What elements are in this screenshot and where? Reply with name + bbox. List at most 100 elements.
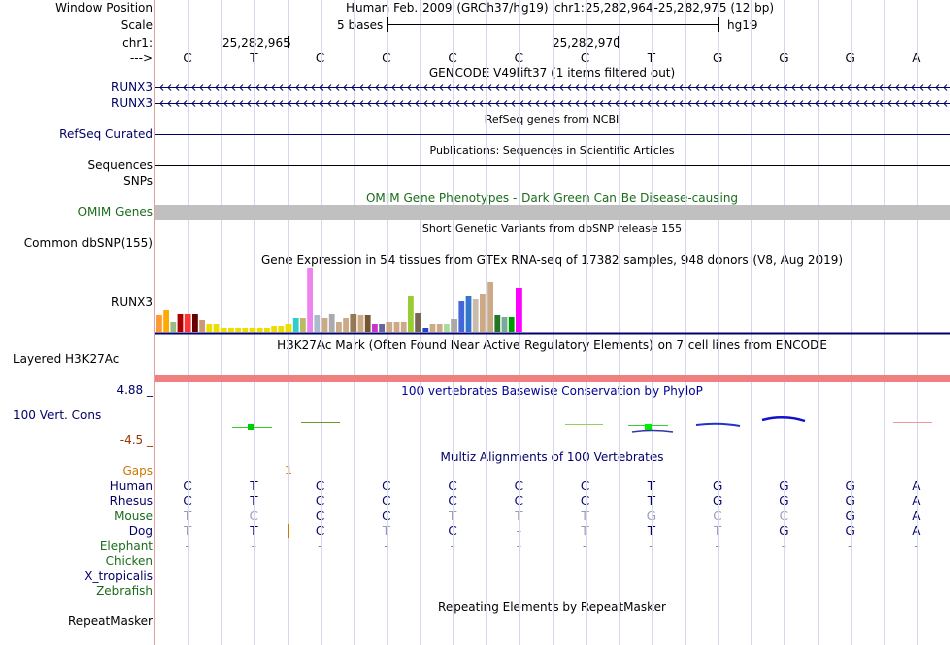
gtex-gene-label[interactable]: RUNX3 bbox=[111, 295, 153, 309]
strand-arrow bbox=[767, 100, 772, 107]
alignment-base: C bbox=[183, 479, 192, 493]
strand-arrow bbox=[871, 100, 876, 107]
alignment-base: C bbox=[448, 524, 457, 538]
alignment-base: T bbox=[515, 509, 523, 523]
strand-arrow bbox=[159, 100, 164, 107]
gaps-label: Gaps bbox=[122, 464, 153, 478]
gtex-tissue-bar bbox=[220, 328, 227, 332]
strand-arrow bbox=[183, 84, 188, 91]
strand-arrow bbox=[175, 100, 180, 107]
phylop-track-label[interactable]: 100 Vert. Cons bbox=[13, 408, 102, 422]
gtex-tissue-bar bbox=[494, 315, 501, 332]
strand-arrow bbox=[815, 100, 820, 107]
strand-arrow bbox=[879, 100, 884, 107]
alignment-base: T bbox=[250, 524, 258, 538]
strand-arrow bbox=[663, 84, 668, 91]
gtex-tissue-bar bbox=[393, 322, 400, 332]
multiz-track-title: Multiz Alignments of 100 Vertebrates bbox=[440, 450, 664, 464]
strand-arrow bbox=[223, 100, 228, 107]
pubs-track-label[interactable]: Sequences bbox=[87, 158, 153, 172]
gtex-tissue-bar bbox=[451, 319, 457, 332]
strand-arrow bbox=[295, 100, 300, 107]
strand-arrow bbox=[671, 100, 676, 107]
strand-arrow bbox=[471, 100, 476, 107]
gtex-tissue-bar bbox=[444, 324, 450, 332]
strand-arrow bbox=[343, 100, 348, 107]
strand-arrow bbox=[799, 100, 804, 107]
gtex-tissue-bar bbox=[206, 324, 213, 332]
strand-arrow bbox=[495, 100, 500, 107]
alignment-base: C bbox=[315, 509, 325, 523]
strand-arrow bbox=[767, 84, 772, 91]
alignment-base: - bbox=[185, 539, 190, 553]
strand-arrow bbox=[631, 84, 636, 91]
strand-arrow bbox=[719, 100, 724, 107]
gtex-tissue-bar bbox=[472, 299, 479, 332]
gencode-item-2[interactable]: RUNX3 bbox=[111, 96, 153, 110]
alignment-base: T bbox=[183, 509, 192, 523]
species-label[interactable]: Rhesus bbox=[109, 494, 153, 508]
strand-arrow bbox=[703, 84, 708, 91]
species-label[interactable]: X_tropicalis bbox=[84, 569, 153, 583]
strand-arrow bbox=[927, 84, 932, 91]
alignment-base: C bbox=[448, 479, 457, 493]
alignment-base: C bbox=[580, 494, 590, 508]
species-label[interactable]: Mouse bbox=[114, 509, 153, 523]
refseq-track-label[interactable]: RefSeq Curated bbox=[59, 127, 153, 141]
strand-arrow bbox=[711, 84, 716, 91]
snps-track-label[interactable]: SNPs bbox=[123, 174, 153, 188]
strand-arrow bbox=[943, 84, 948, 91]
species-label[interactable]: Zebrafish bbox=[96, 584, 153, 598]
strand-arrow bbox=[623, 100, 628, 107]
species-label[interactable]: Chicken bbox=[105, 554, 153, 568]
strand-arrow bbox=[799, 84, 804, 91]
strand-arrow bbox=[831, 84, 836, 91]
dbsnp-track-label[interactable]: Common dbSNP(155) bbox=[23, 236, 153, 250]
h3k27ac-track-label[interactable]: Layered H3K27Ac bbox=[13, 352, 120, 366]
strand-arrow bbox=[375, 84, 380, 91]
strand-arrow bbox=[783, 100, 788, 107]
strand-arrow bbox=[319, 84, 324, 91]
strand-arrow bbox=[855, 84, 860, 91]
strand-arrow bbox=[383, 84, 388, 91]
species-label[interactable]: Elephant bbox=[99, 539, 153, 553]
strand-arrow bbox=[791, 100, 796, 107]
base-letter: C bbox=[514, 51, 524, 65]
gencode-item-1[interactable]: RUNX3 bbox=[111, 80, 153, 94]
window-position-label: Window Position bbox=[55, 1, 153, 15]
strand-arrow bbox=[527, 100, 532, 107]
strand-arrow bbox=[631, 100, 636, 107]
omim-track-label[interactable]: OMIM Genes bbox=[77, 205, 153, 219]
repeatmasker-track-label[interactable]: RepeatMasker bbox=[67, 614, 153, 628]
strand-arrow bbox=[895, 100, 900, 107]
strand-arrow bbox=[823, 84, 828, 91]
strand-arrow bbox=[743, 84, 748, 91]
strand-arrow bbox=[687, 100, 692, 107]
gtex-tissue-bar bbox=[300, 318, 306, 332]
alignment-base: - bbox=[384, 539, 389, 553]
base-letter: G bbox=[779, 51, 789, 65]
alignment-base: T bbox=[647, 524, 656, 538]
strand-arrow bbox=[431, 100, 436, 107]
gtex-tissue-bar bbox=[458, 301, 465, 332]
base-letter: C bbox=[315, 51, 325, 65]
gtex-tissue-bar bbox=[292, 318, 299, 332]
strand-arrow bbox=[503, 84, 508, 91]
species-label[interactable]: Dog bbox=[128, 524, 153, 538]
species-label[interactable]: Human bbox=[109, 479, 153, 493]
strand-arrow bbox=[679, 100, 684, 107]
gtex-tissue-bar bbox=[364, 315, 371, 332]
strand-arrow bbox=[207, 84, 212, 91]
strand-arrow bbox=[783, 84, 788, 91]
gtex-tissue-bar bbox=[487, 282, 493, 332]
strand-arrow bbox=[839, 100, 844, 107]
strand-arrow bbox=[279, 84, 284, 91]
assembly-title: Human Feb. 2009 (GRCh37/hg19) bbox=[346, 1, 549, 15]
strand-arrow bbox=[543, 100, 548, 107]
strand-arrow bbox=[751, 84, 756, 91]
gtex-tissue-bar bbox=[184, 314, 191, 332]
gtex-tissue-bar bbox=[328, 314, 335, 332]
strand-arrow bbox=[279, 100, 284, 107]
strand-arrow bbox=[535, 84, 540, 91]
